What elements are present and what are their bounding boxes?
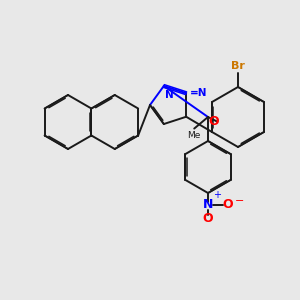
Text: O: O [203,212,213,224]
Text: O: O [209,115,219,128]
Text: +: + [213,190,221,200]
Text: N: N [203,199,213,212]
Text: Br: Br [231,61,245,71]
Text: −: − [235,196,244,206]
Text: O: O [223,199,233,212]
Text: N: N [165,90,174,100]
Text: =N: =N [190,88,208,98]
Text: Me: Me [188,130,201,140]
